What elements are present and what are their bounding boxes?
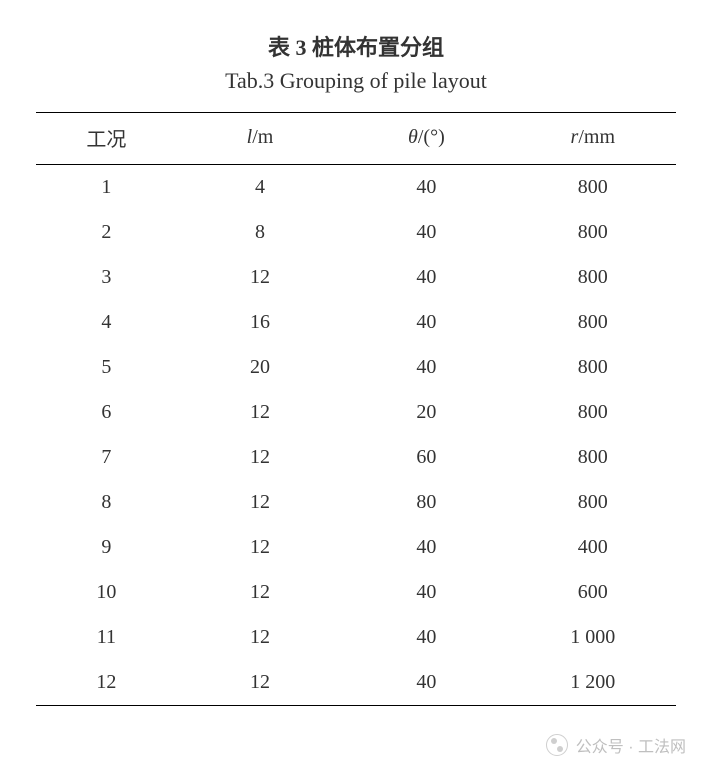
- table-cell: 12: [177, 570, 343, 615]
- wechat-icon: [546, 734, 568, 756]
- table-cell: 12: [36, 660, 177, 706]
- table-row: 101240600: [36, 570, 676, 615]
- table-header-row: 工况 l/m θ/(°) r/mm: [36, 113, 676, 165]
- watermark-text: 公众号 · 工法网: [576, 733, 686, 757]
- table-row: 1212401 200: [36, 660, 676, 706]
- table-cell: 5: [36, 345, 177, 390]
- table-cell: 60: [343, 435, 509, 480]
- table-cell: 10: [36, 570, 177, 615]
- table-cell: 2: [36, 210, 177, 255]
- table-cell: 16: [177, 300, 343, 345]
- table-container: 工况 l/m θ/(°) r/mm 1440800284080031240800…: [36, 112, 676, 706]
- table-cell: 4: [177, 165, 343, 211]
- table-row: 61220800: [36, 390, 676, 435]
- table-cell: 800: [510, 165, 676, 211]
- table-cell: 12: [177, 660, 343, 706]
- col-header-l: l/m: [177, 113, 343, 165]
- table-cell: 12: [177, 615, 343, 660]
- table-title-english: Tab.3 Grouping of pile layout: [0, 68, 712, 94]
- table-cell: 6: [36, 390, 177, 435]
- table-cell: 80: [343, 480, 509, 525]
- table-row: 1440800: [36, 165, 676, 211]
- table-cell: 800: [510, 210, 676, 255]
- table-title-chinese: 表 3 桩体布置分组: [0, 30, 712, 62]
- col-header-theta: θ/(°): [343, 113, 509, 165]
- table-cell: 12: [177, 390, 343, 435]
- table-cell: 800: [510, 345, 676, 390]
- table-row: 91240400: [36, 525, 676, 570]
- col-header-r: r/mm: [510, 113, 676, 165]
- col-header-case: 工况: [36, 113, 177, 165]
- table-cell: 600: [510, 570, 676, 615]
- table-row: 52040800: [36, 345, 676, 390]
- table-cell: 800: [510, 255, 676, 300]
- table-cell: 1 000: [510, 615, 676, 660]
- table-cell: 40: [343, 525, 509, 570]
- table-cell: 800: [510, 390, 676, 435]
- table-cell: 40: [343, 660, 509, 706]
- table-cell: 8: [177, 210, 343, 255]
- table-cell: 20: [343, 390, 509, 435]
- table-cell: 800: [510, 480, 676, 525]
- table-cell: 12: [177, 255, 343, 300]
- table-row: 1112401 000: [36, 615, 676, 660]
- table-row: 81280800: [36, 480, 676, 525]
- table-cell: 40: [343, 345, 509, 390]
- table-cell: 40: [343, 165, 509, 211]
- table-cell: 20: [177, 345, 343, 390]
- table-cell: 12: [177, 480, 343, 525]
- table-cell: 40: [343, 615, 509, 660]
- table-cell: 4: [36, 300, 177, 345]
- pile-layout-table: 工况 l/m θ/(°) r/mm 1440800284080031240800…: [36, 112, 676, 706]
- table-cell: 1 200: [510, 660, 676, 706]
- table-cell: 800: [510, 300, 676, 345]
- table-row: 2840800: [36, 210, 676, 255]
- watermark: 公众号 · 工法网: [546, 733, 686, 757]
- table-cell: 7: [36, 435, 177, 480]
- table-cell: 12: [177, 435, 343, 480]
- table-cell: 9: [36, 525, 177, 570]
- table-row: 41640800: [36, 300, 676, 345]
- table-cell: 40: [343, 300, 509, 345]
- table-cell: 400: [510, 525, 676, 570]
- table-cell: 11: [36, 615, 177, 660]
- table-cell: 40: [343, 570, 509, 615]
- table-row: 31240800: [36, 255, 676, 300]
- table-cell: 12: [177, 525, 343, 570]
- table-cell: 40: [343, 210, 509, 255]
- table-cell: 800: [510, 435, 676, 480]
- table-cell: 8: [36, 480, 177, 525]
- table-row: 71260800: [36, 435, 676, 480]
- table-cell: 3: [36, 255, 177, 300]
- table-body: 1440800284080031240800416408005204080061…: [36, 165, 676, 706]
- table-cell: 40: [343, 255, 509, 300]
- table-cell: 1: [36, 165, 177, 211]
